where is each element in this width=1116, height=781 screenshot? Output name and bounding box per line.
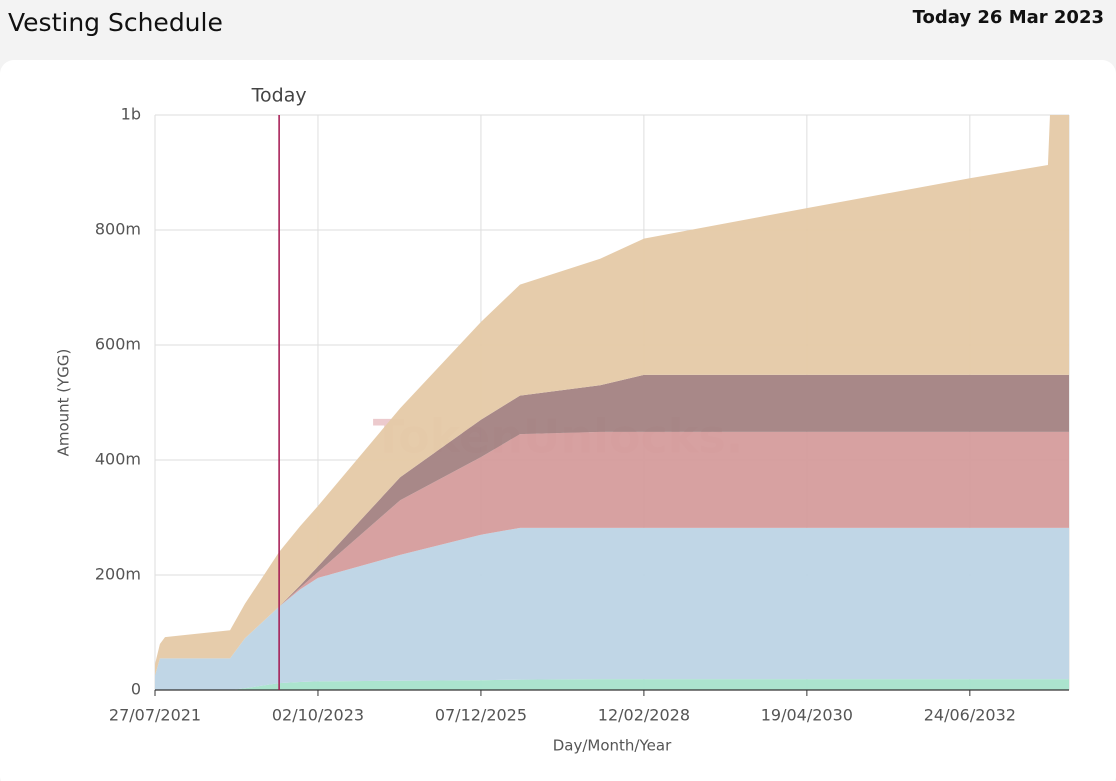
area <box>155 374 1069 676</box>
x-axis-title: Day/Month/Year <box>553 737 672 755</box>
area <box>155 679 1069 690</box>
area <box>155 115 1069 676</box>
area <box>155 431 1069 676</box>
x-tick-label: 02/10/2023 <box>272 706 364 725</box>
y-tick-label: 600m <box>95 335 141 354</box>
area <box>155 527 1069 690</box>
x-tick-label: 27/07/2021 <box>109 706 201 725</box>
y-tick-label: 400m <box>95 450 141 469</box>
y-tick-label: 1b <box>121 105 141 124</box>
y-tick-label: 0 <box>131 680 141 699</box>
x-tick-label: 12/02/2028 <box>598 706 690 725</box>
today-label: Today <box>251 85 307 107</box>
today-date: Today 26 Mar 2023 <box>913 7 1104 28</box>
y-tick-label: 200m <box>95 565 141 584</box>
y-axis-title: Amount (YGG) <box>55 349 73 457</box>
x-tick-label: 07/12/2025 <box>435 706 527 725</box>
y-tick-label: 800m <box>95 220 141 239</box>
x-tick-label: 24/06/2032 <box>924 706 1016 725</box>
x-tick-label: 19/04/2030 <box>761 706 853 725</box>
page-title: Vesting Schedule <box>8 8 223 37</box>
